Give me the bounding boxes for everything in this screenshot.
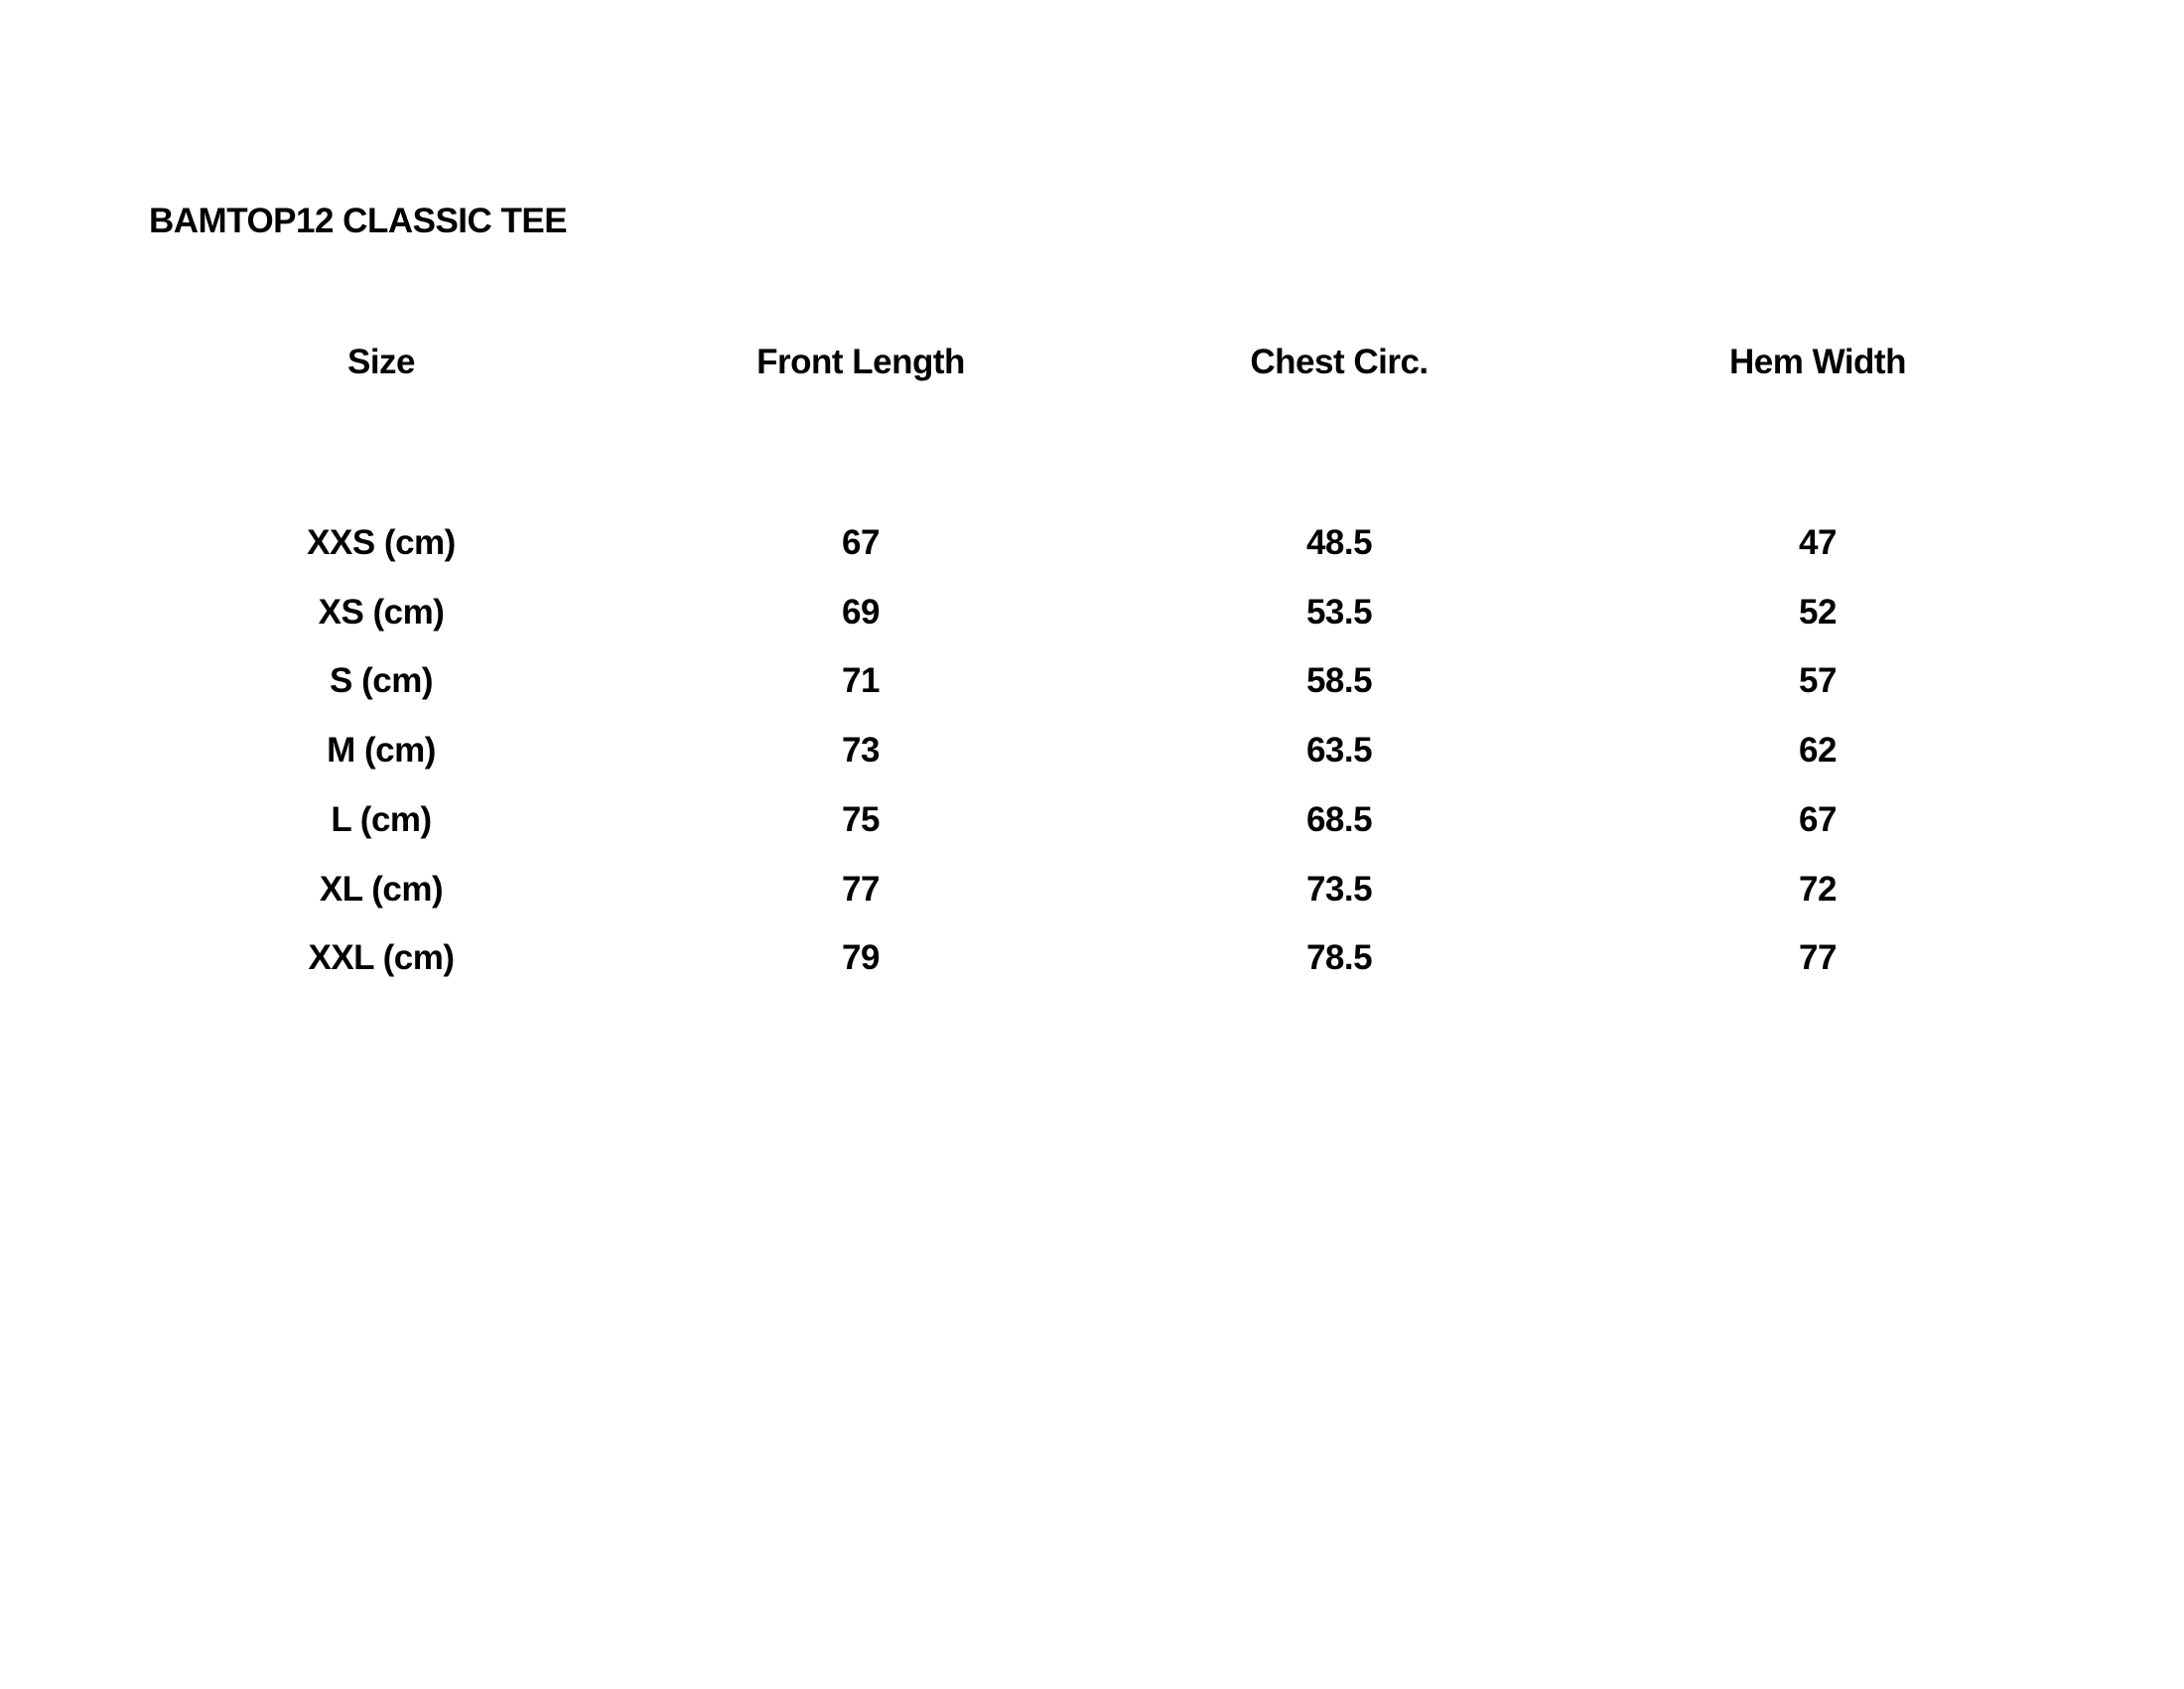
column-header-front-length: Front Length	[756, 343, 965, 381]
cell-hem-width: 47	[1799, 523, 1837, 562]
cell-chest-circ: 73.5	[1305, 869, 1373, 909]
column-header-hem-width: Hem Width	[1729, 343, 1906, 381]
column-header-size: Size	[346, 343, 416, 381]
cell-front-length: 71	[842, 661, 880, 701]
cell-hem-width: 62	[1799, 731, 1837, 771]
cell-front-length: 75	[842, 799, 880, 839]
cell-size: XL (cm)	[319, 869, 444, 909]
cell-chest-circ: 68.5	[1305, 799, 1373, 839]
cell-chest-circ: 53.5	[1305, 592, 1373, 632]
column-header-chest-circ: Chest Circ.	[1250, 343, 1429, 381]
cell-size: XS (cm)	[318, 592, 445, 632]
cell-hem-width: 77	[1799, 938, 1837, 978]
cell-front-length: 79	[842, 938, 880, 978]
cell-front-length: 73	[842, 731, 880, 771]
cell-front-length: 69	[842, 592, 880, 632]
cell-size: L (cm)	[331, 799, 432, 839]
cell-front-length: 67	[842, 523, 880, 562]
cell-front-length: 77	[842, 869, 880, 909]
cell-chest-circ: 48.5	[1305, 523, 1373, 562]
cell-chest-circ: 63.5	[1305, 731, 1373, 771]
cell-size: XXS (cm)	[307, 523, 456, 562]
cell-size: XXL (cm)	[308, 938, 455, 978]
cell-size: S (cm)	[330, 661, 433, 701]
cell-hem-width: 72	[1799, 869, 1837, 909]
cell-hem-width: 67	[1799, 799, 1837, 839]
cell-chest-circ: 58.5	[1305, 661, 1373, 701]
cell-hem-width: 52	[1799, 592, 1837, 632]
cell-size: M (cm)	[327, 731, 436, 771]
document-title: BAMTOP12 CLASSIC TEE	[149, 202, 568, 240]
cell-chest-circ: 78.5	[1305, 938, 1373, 978]
cell-hem-width: 57	[1799, 661, 1837, 701]
